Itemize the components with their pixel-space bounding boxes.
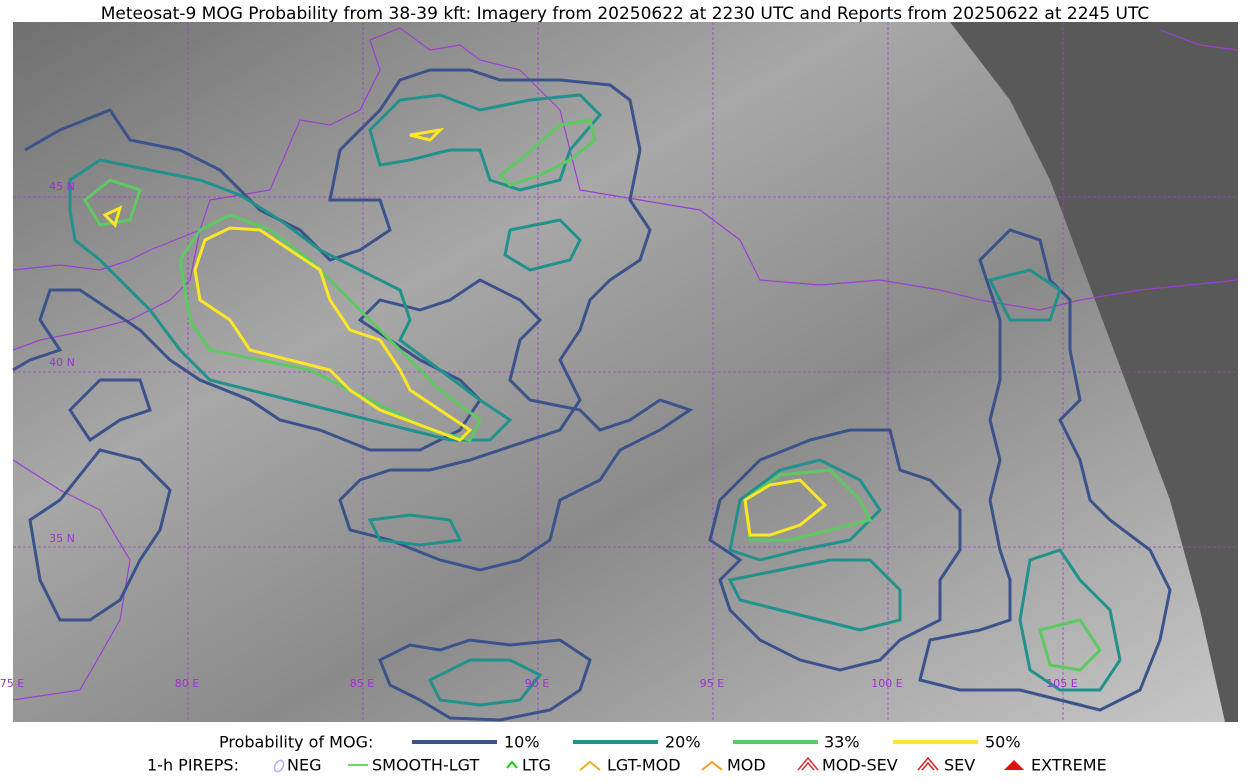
legend-title: Probability of MOG: (219, 733, 373, 752)
contours (12, 68, 1172, 722)
lat-label: 35 N (49, 532, 75, 545)
lon-label: 95 E (700, 677, 724, 690)
legend-icon (701, 760, 723, 771)
contour-50 (743, 478, 828, 537)
lon-label: 75 E (0, 677, 24, 690)
contour-33 (178, 213, 482, 442)
contour-20 (1018, 548, 1122, 692)
contour-10 (378, 638, 592, 722)
legend-label: 50% (985, 733, 1021, 752)
contour-33 (497, 118, 597, 187)
lon-label: 105 E (1046, 677, 1077, 690)
lat-label: 40 N (49, 356, 75, 369)
contour-50 (193, 226, 473, 442)
contour-20 (427, 658, 543, 707)
legend-label: MOD (727, 756, 766, 775)
legend-label: EXTREME (1031, 756, 1107, 775)
lon-label: 80 E (175, 677, 199, 690)
legend-label: SMOOTH-LGT (372, 756, 479, 775)
contour-10 (918, 228, 1172, 712)
contour-33 (83, 178, 142, 227)
legend-icon (1004, 760, 1024, 770)
legend-label: LTG (522, 756, 551, 775)
legend-label: 33% (824, 733, 860, 752)
legend-label: LGT-MOD (607, 756, 681, 775)
lon-label: 85 E (350, 677, 374, 690)
contour-10 (708, 428, 962, 672)
contour-20 (367, 513, 463, 547)
contour-20 (728, 458, 882, 562)
contour-33 (743, 468, 873, 542)
map: 45 N 40 N 35 N 75 E 80 E 85 E 90 E 95 E … (0, 22, 1239, 722)
legend-icon (579, 760, 601, 771)
legend-label: NEG (287, 756, 321, 775)
legend-icon (797, 756, 819, 771)
borders (12, 27, 1239, 701)
contour-10 (28, 448, 172, 622)
legend-title: 1-h PIREPS: (147, 756, 239, 775)
legend-icon (506, 760, 518, 769)
contour-33 (1038, 618, 1102, 672)
contour-50 (102, 205, 123, 228)
legend-icon (917, 756, 939, 771)
legend-label: MOD-SEV (822, 756, 898, 775)
grid (13, 22, 1238, 722)
lon-label: 90 E (525, 677, 549, 690)
contour-10 (12, 68, 694, 572)
contour-50 (409, 127, 445, 142)
title: Meteosat-9 MOG Probability from 38-39 kf… (101, 4, 1150, 24)
lon-label: 100 E (871, 677, 902, 690)
legend-label: 20% (665, 733, 701, 752)
legend: Probability of MOG: 10% 20% 33% 50% 1-h … (147, 733, 1107, 775)
contour-10 (68, 378, 152, 443)
contour-20 (727, 558, 902, 632)
contour-20 (68, 158, 513, 442)
lat-label: 45 N (49, 180, 75, 193)
legend-label: 10% (504, 733, 540, 752)
contour-20 (987, 268, 1062, 322)
legend-icon (273, 759, 285, 773)
contour-20 (503, 218, 582, 272)
contour-20 (368, 93, 603, 192)
legend-label: SEV (944, 756, 975, 775)
